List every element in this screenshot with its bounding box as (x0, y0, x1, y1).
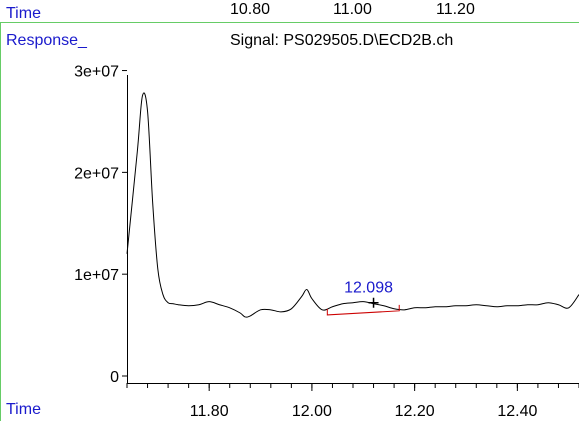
integration-baseline (326, 304, 400, 316)
bottom-time-label: Time (6, 401, 41, 418)
chart-title: Signal: PS029505.D\ECD2B.ch (230, 32, 454, 49)
response-label: Response_ (6, 32, 87, 49)
y-tick-label: 0 (110, 369, 119, 386)
top-time-tick: 10.80 (230, 1, 271, 18)
top-time-tick: 11.00 (333, 1, 372, 18)
x-tick-label: 11.80 (190, 403, 229, 420)
x-tick-label: 12.00 (292, 403, 332, 420)
peak-label: 12.098 (344, 280, 393, 297)
y-tick-label: 2e+07 (74, 165, 119, 182)
top-time-label: Time (6, 5, 41, 22)
y-tick-label: 3e+07 (74, 64, 119, 81)
signal-trace (126, 92, 579, 318)
x-tick-label: 12.20 (395, 403, 435, 420)
top-time-tick: 11.20 (436, 1, 475, 18)
peak-marker-icon (368, 297, 379, 308)
x-tick-label: 12.40 (497, 403, 537, 420)
y-tick-label: 1e+07 (74, 267, 119, 284)
